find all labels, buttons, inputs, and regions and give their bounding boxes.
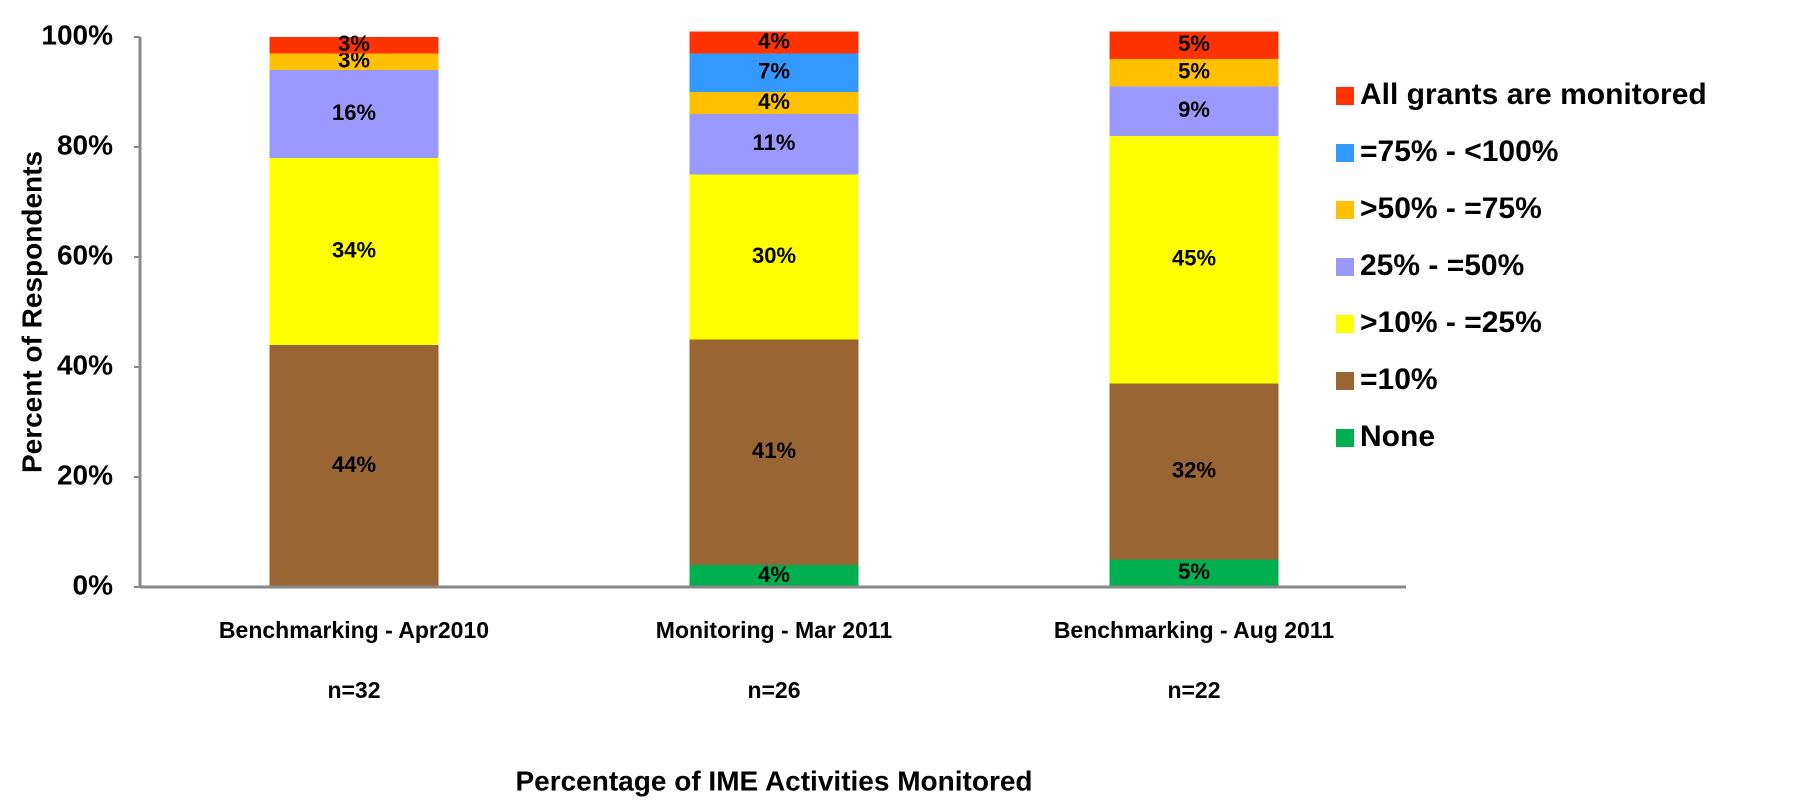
bar-segment: [1109, 559, 1279, 587]
y-tick-label: 20%: [57, 459, 113, 490]
y-axis-title: Percent of Respondents: [16, 151, 47, 473]
data-label: 4%: [758, 562, 790, 587]
x-tick-label: Benchmarking - Apr2010: [219, 617, 489, 643]
legend-swatch: [1336, 372, 1354, 390]
bar-segment: [1109, 59, 1279, 87]
data-label: 4%: [758, 89, 790, 114]
sample-size: n=22: [1167, 677, 1220, 703]
legend-label: None: [1360, 420, 1435, 453]
bar-segment: [689, 174, 859, 340]
bar-segment: [689, 53, 859, 92]
data-label: 5%: [1178, 559, 1210, 584]
legend-label: >10% - =25%: [1360, 306, 1542, 339]
bar-segment: [269, 37, 439, 54]
bar-segment: [269, 345, 439, 587]
legend-label: >50% - =75%: [1360, 192, 1542, 225]
legend-swatch: [1336, 258, 1354, 276]
data-label: 32%: [1172, 457, 1216, 482]
x-axis-title: Percentage of IME Activities Monitored: [515, 765, 1032, 796]
y-tick-label: 60%: [57, 239, 113, 270]
data-label: 44%: [332, 452, 376, 477]
data-label: 11%: [753, 130, 796, 155]
sample-size: n=32: [327, 677, 380, 703]
data-label: 30%: [752, 243, 796, 268]
bar-segment: [1109, 86, 1279, 136]
bar-segment: [269, 70, 439, 158]
legend-label: =75% - <100%: [1360, 135, 1558, 168]
bar-segment: [689, 92, 859, 114]
legend-swatch: [1336, 87, 1354, 105]
data-label: 5%: [1178, 31, 1210, 56]
y-tick-label: 100%: [41, 19, 113, 50]
data-label: 9%: [1178, 97, 1210, 122]
data-label: 34%: [332, 237, 376, 262]
legend-label: =10%: [1360, 363, 1438, 396]
data-label: 3%: [338, 31, 370, 56]
legend-swatch: [1336, 429, 1354, 447]
bar-segment: [1109, 31, 1279, 59]
bar-segment: [689, 339, 859, 565]
legend-label: 25% - =50%: [1360, 249, 1524, 282]
x-tick-label: Benchmarking - Aug 2011: [1054, 617, 1335, 643]
legend-label: All grants are monitored: [1360, 78, 1707, 111]
legend-swatch: [1336, 315, 1354, 333]
data-label: 5%: [1178, 59, 1210, 84]
bar-segment: [1109, 383, 1279, 560]
legend-swatch: [1336, 144, 1354, 162]
data-label: 7%: [758, 59, 790, 84]
data-label: 41%: [752, 438, 796, 463]
y-tick-label: 40%: [57, 349, 113, 380]
data-label: 4%: [758, 28, 790, 53]
bar-segment: [269, 53, 439, 70]
bar-segment: [1109, 136, 1279, 384]
legend-swatch: [1336, 201, 1354, 219]
y-tick-label: 0%: [73, 569, 114, 600]
bar-segment: [689, 31, 859, 54]
bar-segment: [269, 158, 439, 345]
x-tick-label: Monitoring - Mar 2011: [656, 617, 893, 643]
bar-segment: [689, 565, 859, 587]
y-tick-label: 80%: [57, 129, 113, 160]
sample-size: n=26: [747, 677, 800, 703]
data-label: 16%: [332, 100, 376, 125]
data-label: 45%: [1172, 246, 1216, 271]
bar-segment: [689, 114, 859, 175]
